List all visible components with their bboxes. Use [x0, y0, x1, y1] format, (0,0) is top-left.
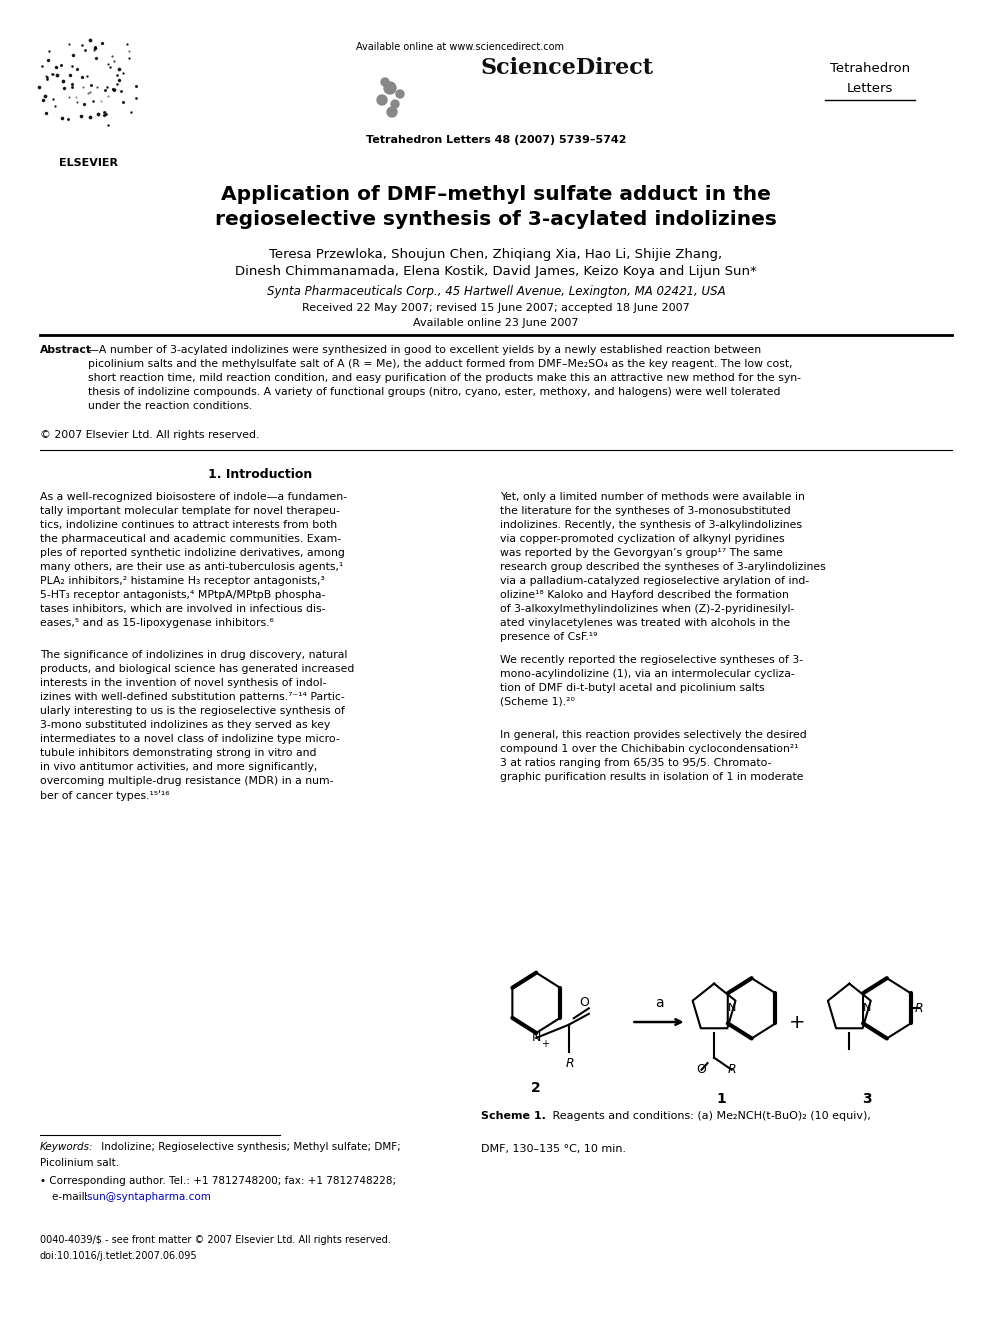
Text: 0040-4039/$ - see front matter © 2007 Elsevier Ltd. All rights reserved.: 0040-4039/$ - see front matter © 2007 El…	[40, 1234, 391, 1245]
Text: Teresa Przewloka, Shoujun Chen, Zhiqiang Xia, Hao Li, Shijie Zhang,: Teresa Przewloka, Shoujun Chen, Zhiqiang…	[270, 247, 722, 261]
Text: O: O	[579, 996, 589, 1009]
Text: 3: 3	[862, 1091, 872, 1106]
Text: lsun@syntapharma.com: lsun@syntapharma.com	[84, 1192, 211, 1203]
Text: doi:10.1016/j.tetlet.2007.06.095: doi:10.1016/j.tetlet.2007.06.095	[40, 1252, 197, 1261]
Text: regioselective synthesis of 3-acylated indolizines: regioselective synthesis of 3-acylated i…	[215, 210, 777, 229]
Text: e-mail:: e-mail:	[52, 1192, 91, 1203]
Text: R: R	[566, 1057, 574, 1069]
Text: Reagents and conditions: (a) Me₂NCH(t-BuO)₂ (10 equiv),: Reagents and conditions: (a) Me₂NCH(t-Bu…	[549, 1111, 871, 1122]
Text: Available online 23 June 2007: Available online 23 June 2007	[414, 318, 578, 328]
Text: Synta Pharmaceuticals Corp., 45 Hartwell Avenue, Lexington, MA 02421, USA: Synta Pharmaceuticals Corp., 45 Hartwell…	[267, 284, 725, 298]
Circle shape	[387, 107, 397, 116]
Text: Yet, only a limited number of methods were available in
the literature for the s: Yet, only a limited number of methods we…	[500, 492, 825, 642]
Text: R: R	[916, 1002, 924, 1015]
Circle shape	[381, 78, 389, 86]
Text: Keywords:: Keywords:	[40, 1142, 93, 1152]
Circle shape	[391, 101, 399, 108]
Text: Received 22 May 2007; revised 15 June 2007; accepted 18 June 2007: Received 22 May 2007; revised 15 June 20…	[303, 303, 689, 314]
Text: Dinesh Chimmanamada, Elena Kostik, David James, Keizo Koya and Lijun Sun*: Dinesh Chimmanamada, Elena Kostik, David…	[235, 265, 757, 278]
Text: DMF, 130–135 °C, 10 min.: DMF, 130–135 °C, 10 min.	[481, 1143, 626, 1154]
Text: ELSEVIER: ELSEVIER	[59, 157, 117, 168]
Text: +: +	[789, 1012, 805, 1032]
Text: N: N	[727, 1003, 736, 1013]
Circle shape	[377, 95, 387, 105]
Text: ScienceDirect: ScienceDirect	[480, 57, 653, 79]
Text: • Corresponding author. Tel.: +1 7812748200; fax: +1 7812748228;: • Corresponding author. Tel.: +1 7812748…	[40, 1176, 396, 1185]
Text: a: a	[655, 996, 664, 1009]
Text: Application of DMF–methyl sulfate adduct in the: Application of DMF–methyl sulfate adduct…	[221, 185, 771, 204]
Text: N: N	[532, 1032, 541, 1044]
Text: N: N	[863, 1003, 871, 1013]
Text: Letters: Letters	[847, 82, 893, 94]
Text: Indolizine; Regioselective synthesis; Methyl sulfate; DMF;: Indolizine; Regioselective synthesis; Me…	[98, 1142, 401, 1152]
Text: As a well-recognized bioisostere of indole—a fundamen-
tally important molecular: As a well-recognized bioisostere of indo…	[40, 492, 347, 628]
Text: Picolinium salt.: Picolinium salt.	[40, 1158, 119, 1168]
Text: The significance of indolizines in drug discovery, natural
products, and biologi: The significance of indolizines in drug …	[40, 650, 354, 802]
Text: Available online at www.sciencedirect.com: Available online at www.sciencedirect.co…	[356, 42, 564, 52]
Text: +: +	[542, 1039, 550, 1049]
Text: —A number of 3-acylated indolizines were synthesized in good to excellent yields: —A number of 3-acylated indolizines were…	[88, 345, 801, 411]
Circle shape	[384, 82, 396, 94]
Text: We recently reported the regioselective syntheses of 3-
mono-acylindolizine (1),: We recently reported the regioselective …	[500, 655, 804, 706]
Text: R: R	[727, 1064, 736, 1076]
Text: Abstract: Abstract	[40, 345, 92, 355]
Text: Tetrahedron: Tetrahedron	[830, 61, 910, 74]
Text: © 2007 Elsevier Ltd. All rights reserved.: © 2007 Elsevier Ltd. All rights reserved…	[40, 430, 259, 441]
Text: Tetrahedron Letters 48 (2007) 5739–5742: Tetrahedron Letters 48 (2007) 5739–5742	[366, 135, 626, 146]
Circle shape	[396, 90, 404, 98]
Text: 2: 2	[532, 1081, 541, 1095]
Text: 1: 1	[716, 1091, 726, 1106]
Text: 1. Introduction: 1. Introduction	[208, 468, 312, 482]
Text: O: O	[696, 1064, 706, 1076]
Text: In general, this reaction provides selectively the desired
compound 1 over the C: In general, this reaction provides selec…	[500, 730, 806, 782]
Text: Scheme 1.: Scheme 1.	[481, 1111, 546, 1122]
